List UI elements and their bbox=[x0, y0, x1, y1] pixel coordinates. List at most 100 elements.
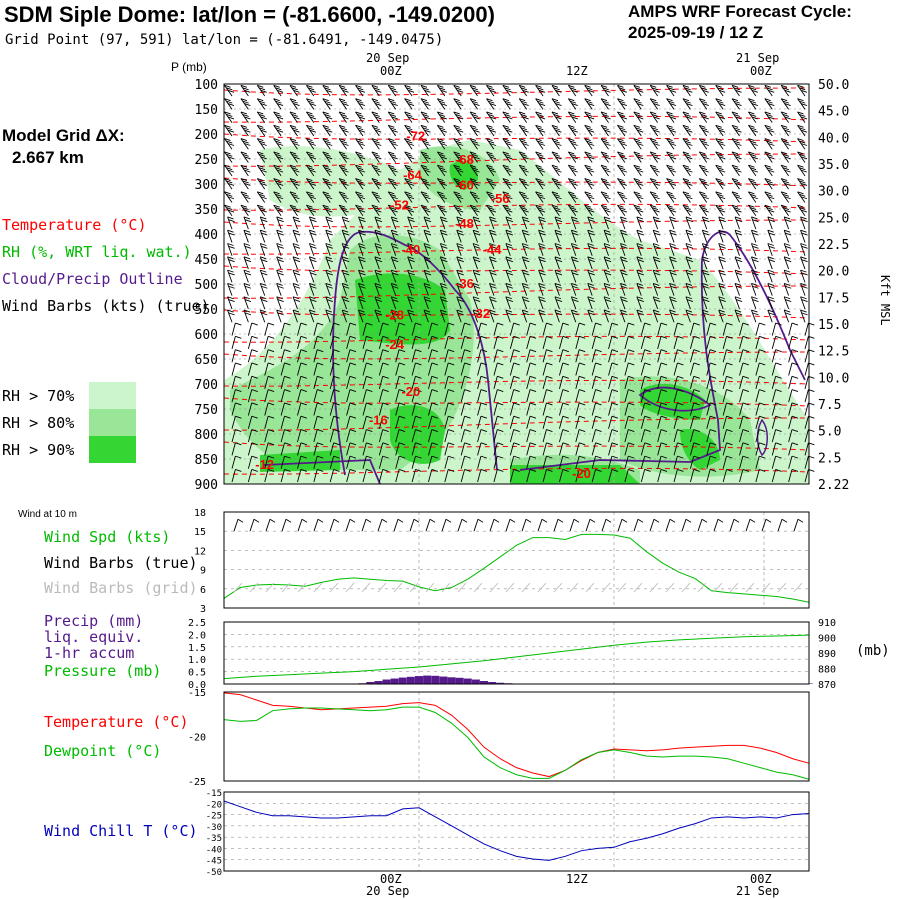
wind-barb bbox=[587, 256, 595, 270]
wind-barb bbox=[489, 256, 497, 270]
wind-barb bbox=[722, 375, 733, 389]
wind-barb bbox=[620, 243, 628, 256]
wind-barb bbox=[698, 191, 709, 203]
wind-barb bbox=[371, 204, 382, 217]
wind-barb-feather bbox=[620, 183, 628, 186]
wind-barb bbox=[657, 362, 668, 376]
kft-tick-label: 17.5 bbox=[818, 291, 849, 306]
wind-barb bbox=[338, 151, 349, 163]
temp-tick: -15 bbox=[188, 688, 206, 699]
wind-barb-staff bbox=[771, 402, 777, 416]
wind-barb-feather bbox=[775, 429, 782, 432]
wind-barb-grid bbox=[633, 582, 643, 593]
wind-barb bbox=[657, 469, 668, 483]
wind-barb-staff bbox=[439, 309, 446, 323]
wind-barb-feather bbox=[539, 232, 546, 236]
wind-barb-feather bbox=[300, 455, 307, 459]
wind-barb-staff bbox=[558, 429, 564, 443]
wind-barb-feather bbox=[715, 191, 722, 195]
wind-barb-feather bbox=[453, 164, 460, 168]
wind-barb-staff bbox=[673, 349, 678, 363]
wind-barb-staff bbox=[587, 309, 593, 323]
wind-barb-feather bbox=[670, 232, 677, 236]
wind-barb-staff bbox=[264, 402, 269, 416]
wind-barb-feather bbox=[568, 138, 575, 142]
wind-barb-feather bbox=[251, 389, 258, 393]
wind-barb-feather bbox=[735, 259, 743, 263]
wind-barb-feather bbox=[275, 153, 282, 157]
wind-barb bbox=[224, 191, 235, 203]
wind-barb-feather bbox=[224, 178, 231, 181]
wind-barb-feather bbox=[424, 183, 431, 186]
wind-barb-feather bbox=[424, 116, 431, 120]
wind-barb-feather bbox=[349, 389, 357, 393]
wind-barb-feather bbox=[373, 153, 380, 157]
wind-barb bbox=[493, 389, 504, 403]
wind-barb-feather bbox=[357, 207, 364, 211]
wind-barb-staff bbox=[718, 243, 724, 256]
wind-barb-feather bbox=[407, 116, 415, 120]
wind-barb bbox=[718, 256, 726, 270]
wind-barb-feather bbox=[781, 164, 788, 168]
wind-barb-feather bbox=[355, 124, 362, 128]
wind-barb bbox=[591, 362, 602, 376]
wind-barb bbox=[587, 296, 595, 310]
wind-barb bbox=[259, 243, 268, 256]
wind-barb-staff bbox=[280, 336, 285, 350]
wind-barb-feather bbox=[602, 140, 609, 144]
wind-barb-true bbox=[489, 519, 495, 532]
wind-barb-feather bbox=[453, 191, 460, 195]
wind-barb bbox=[437, 191, 447, 203]
wind-barb-staff bbox=[362, 349, 367, 363]
wind-barb-feather bbox=[735, 183, 742, 186]
wind-barb-feather bbox=[635, 100, 642, 104]
wind-barb-staff bbox=[673, 442, 678, 456]
wind-barb bbox=[567, 164, 578, 177]
wind-barb bbox=[570, 283, 579, 296]
wind-barb-true bbox=[413, 518, 420, 523]
wind-barb-feather bbox=[684, 180, 691, 184]
wind-barb bbox=[538, 256, 546, 270]
wind-barb bbox=[231, 389, 242, 403]
wind-barb-feather bbox=[555, 259, 563, 263]
wind-barb bbox=[390, 283, 399, 296]
temperature-contour-label: -12 bbox=[255, 457, 274, 472]
rh-swatch-70 bbox=[89, 382, 136, 409]
wind-barb-staff bbox=[313, 362, 318, 376]
wind-barb-feather bbox=[317, 415, 324, 419]
wind-barb bbox=[649, 138, 660, 150]
wind-barb-feather bbox=[455, 167, 462, 171]
wind-barb-feather bbox=[700, 167, 708, 171]
wind-barb-staff bbox=[706, 362, 711, 376]
wind-barb bbox=[767, 296, 775, 310]
wind-barb-feather bbox=[588, 183, 595, 186]
wind-barb-feather bbox=[735, 299, 743, 302]
wind-barb-feather bbox=[579, 349, 586, 353]
wind-barb-staff bbox=[608, 362, 613, 376]
wind-barb-staff bbox=[783, 269, 790, 283]
wind-barb-feather bbox=[538, 143, 546, 146]
wind-barb-staff bbox=[755, 322, 760, 336]
wind-barb bbox=[715, 204, 726, 217]
wind-barb-staff bbox=[329, 402, 335, 416]
wind-barb-feather bbox=[668, 100, 675, 104]
wind-barb bbox=[706, 389, 717, 403]
wind-barb-feather bbox=[800, 156, 808, 160]
wind-barb-staff bbox=[247, 349, 253, 363]
wind-barb-staff bbox=[243, 243, 249, 256]
wind-barb-feather bbox=[513, 362, 520, 366]
wind-barb-feather bbox=[619, 167, 626, 171]
wind-barb-feather bbox=[702, 156, 709, 160]
wind-barb-staff bbox=[624, 389, 629, 403]
wind-barb bbox=[289, 191, 300, 203]
wind-barb-feather bbox=[797, 151, 804, 155]
wind-barb-feather bbox=[620, 209, 628, 213]
wind-barb-staff bbox=[259, 230, 266, 243]
wind-barb-feather bbox=[588, 259, 595, 263]
wind-barb-feather bbox=[292, 216, 300, 220]
wind-barb-feather bbox=[529, 389, 537, 393]
wind-barb-staff bbox=[673, 322, 678, 336]
wind-barb-staff bbox=[297, 469, 302, 483]
wind-barb-staff bbox=[460, 349, 465, 363]
wind-barb-grid bbox=[457, 582, 467, 593]
